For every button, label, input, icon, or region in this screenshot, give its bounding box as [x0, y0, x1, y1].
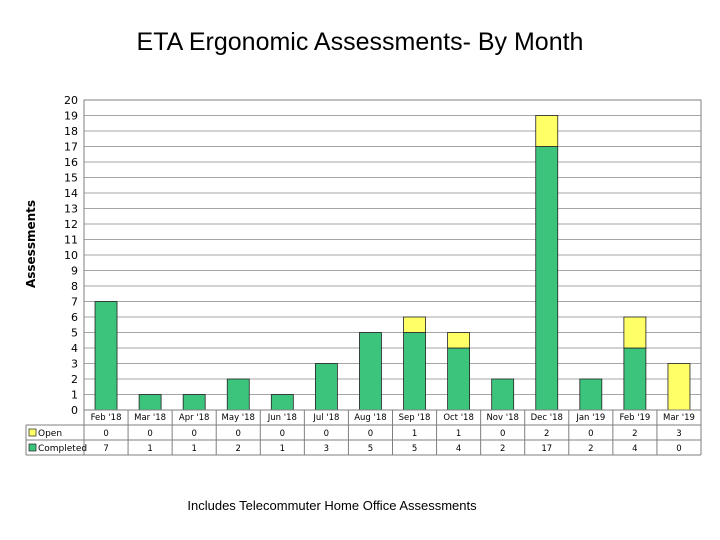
- data-label-open: 0: [236, 429, 241, 439]
- y-tick-label: 5: [71, 327, 78, 340]
- bar-completed-11: [579, 378, 603, 411]
- y-tick-label: 3: [71, 358, 78, 371]
- x-category-label: Apr '18: [179, 413, 210, 423]
- x-category-label: Mar '18: [134, 413, 166, 423]
- x-category-label: Dec '18: [531, 413, 563, 423]
- data-label-open: 3: [676, 429, 681, 439]
- bar-open-7: [403, 316, 426, 333]
- data-label-completed: 17: [541, 444, 552, 454]
- y-tick-label: 13: [64, 203, 78, 216]
- y-tick-label: 0: [71, 404, 78, 417]
- y-tick-label: 9: [71, 265, 78, 278]
- data-label-completed: 0: [676, 444, 681, 454]
- x-category-label: Aug '18: [354, 413, 386, 423]
- x-category-label: Jun '18: [267, 413, 297, 423]
- data-label-completed: 3: [324, 444, 329, 454]
- data-label-completed: 5: [412, 444, 417, 454]
- bars: [94, 115, 691, 411]
- data-label-open: 1: [412, 429, 417, 439]
- bar-completed-6: [359, 332, 382, 411]
- data-label-open: 0: [368, 429, 373, 439]
- data-label-completed: 1: [280, 444, 285, 454]
- chart-title: ETA Ergonomic Assessments- By Month: [136, 28, 584, 56]
- bar-open-12: [623, 316, 647, 349]
- data-label-open: 2: [544, 429, 549, 439]
- data-label-completed: 1: [147, 444, 152, 454]
- x-category-label: May '18: [222, 413, 255, 423]
- chart-annotation: Includes Telecommuter Home Office Assess…: [187, 498, 477, 513]
- y-tick-label: 11: [64, 234, 78, 247]
- y-tick-label: 4: [71, 342, 78, 355]
- data-label-completed: 2: [236, 444, 241, 454]
- bar-open-10: [535, 115, 559, 147]
- x-category-label: Oct '18: [443, 413, 474, 423]
- bar-completed-12: [623, 347, 647, 411]
- y-tick-label: 8: [71, 280, 78, 293]
- data-label-completed: 4: [632, 444, 637, 454]
- bar-completed-7: [403, 332, 426, 411]
- data-label-completed: 1: [191, 444, 196, 454]
- x-category-label: Mar '19: [663, 413, 695, 423]
- legend-label-completed: Completed: [38, 444, 87, 454]
- y-tick-label: 19: [64, 110, 78, 123]
- data-label-open: 0: [191, 429, 196, 439]
- bar-completed-4: [270, 394, 294, 411]
- x-category-label: Feb '19: [619, 413, 650, 423]
- data-label-open: 0: [324, 429, 329, 439]
- legend-swatch-completed: [28, 443, 37, 452]
- y-axis-label: Assessments: [24, 200, 38, 288]
- data-label-completed: 7: [103, 444, 108, 454]
- bar-completed-1: [138, 394, 162, 411]
- data-label-open: 0: [147, 429, 152, 439]
- data-label-open: 0: [500, 429, 505, 439]
- data-label-completed: 2: [500, 444, 505, 454]
- y-tick-label: 10: [64, 249, 78, 262]
- data-label-completed: 2: [588, 444, 593, 454]
- bar-open-8: [447, 332, 471, 349]
- y-tick-label: 12: [64, 218, 78, 231]
- data-label-open: 2: [632, 429, 637, 439]
- x-category-label: Jul '18: [312, 413, 339, 423]
- y-tick-label: 17: [64, 141, 78, 154]
- data-label-open: 0: [103, 429, 108, 439]
- y-tick-label: 20: [64, 94, 78, 107]
- data-label-completed: 5: [368, 444, 373, 454]
- bar-completed-0: [94, 301, 118, 411]
- bar-completed-3: [226, 378, 250, 411]
- legend-label-open: Open: [38, 429, 62, 439]
- data-label-completed: 4: [456, 444, 461, 454]
- bar-completed-10: [535, 146, 559, 411]
- y-tick-label: 1: [71, 389, 78, 402]
- gridlines: [84, 99, 701, 395]
- data-label-open: 0: [280, 429, 285, 439]
- y-tick-label: 14: [64, 187, 78, 200]
- y-tick-label: 2: [71, 373, 78, 386]
- y-tick-label: 15: [64, 172, 78, 185]
- y-tick-label: 18: [64, 125, 78, 138]
- x-category-label: Nov '18: [486, 413, 518, 423]
- data-table: Feb '18 Mar '18 Apr '18 May '18 Jun '18 Jul '…: [25, 409, 702, 456]
- x-category-label: Feb '18: [91, 413, 122, 423]
- bar-completed-8: [447, 347, 471, 411]
- bar-completed-2: [182, 394, 206, 411]
- bar-completed-9: [491, 378, 515, 411]
- legend-swatch-open: [28, 428, 37, 437]
- x-category-label: Jan '19: [575, 413, 605, 423]
- y-tick-label: 6: [71, 311, 78, 324]
- y-tick-label: 7: [71, 296, 78, 309]
- data-label-open: 1: [456, 429, 461, 439]
- y-tick-label: 16: [64, 156, 78, 169]
- data-label-open: 0: [588, 429, 593, 439]
- bar-completed-5: [314, 363, 338, 411]
- bar-open-13: [667, 363, 691, 411]
- x-category-label: Sep '18: [399, 413, 431, 423]
